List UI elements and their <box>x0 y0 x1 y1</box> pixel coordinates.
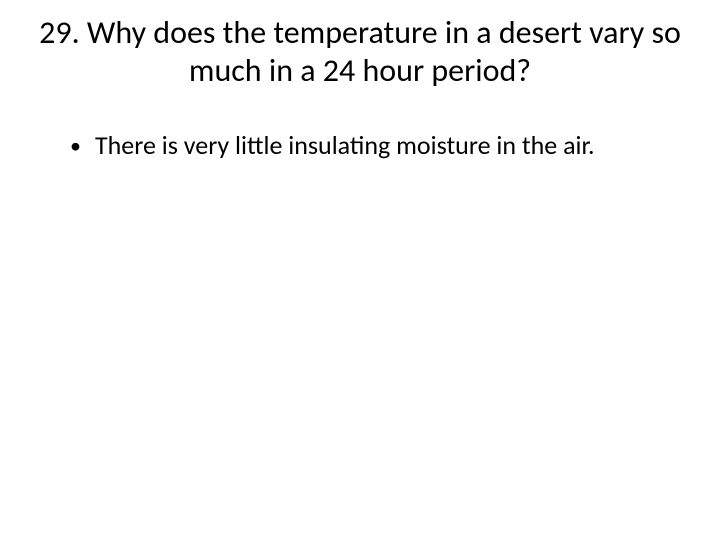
bullet-text: There is very little insulating moisture… <box>95 130 595 161</box>
slide: 29. Why does the temperature in a desert… <box>0 0 720 540</box>
bullet-marker-icon: • <box>70 132 81 160</box>
slide-title: 29. Why does the temperature in a desert… <box>24 14 696 90</box>
slide-body: • There is very little insulating moistu… <box>66 130 670 161</box>
bullet-item: • There is very little insulating moistu… <box>66 130 670 161</box>
